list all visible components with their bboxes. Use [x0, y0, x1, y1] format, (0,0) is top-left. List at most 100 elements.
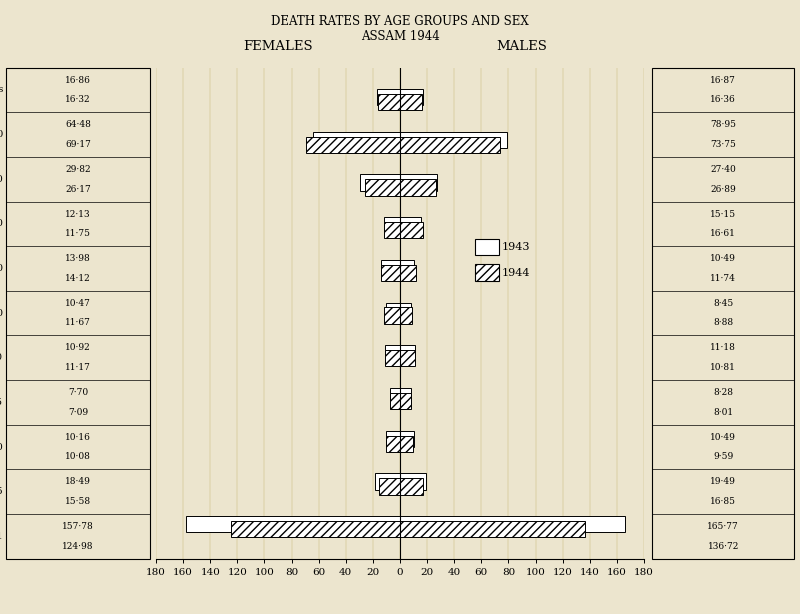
Text: 11·67: 11·67	[65, 319, 91, 327]
Text: 8·01: 8·01	[713, 408, 734, 417]
Text: 136·72: 136·72	[707, 542, 739, 551]
Text: 69·17: 69·17	[65, 140, 91, 149]
Text: 20-30: 20-30	[0, 309, 3, 317]
Text: 9·59: 9·59	[713, 453, 734, 462]
Bar	[400, 473, 426, 490]
Text: 19·49: 19·49	[710, 478, 736, 486]
Bar	[186, 516, 400, 532]
Bar	[377, 89, 400, 105]
Text: 10-15: 10-15	[0, 398, 3, 407]
Bar	[400, 222, 422, 238]
Text: 12·13: 12·13	[65, 209, 91, 219]
Text: 10·08: 10·08	[65, 453, 91, 462]
Bar	[384, 308, 400, 324]
Text: 16·85: 16·85	[710, 497, 736, 506]
Bar	[400, 217, 421, 233]
Bar	[385, 350, 400, 367]
Bar	[400, 521, 586, 537]
Text: 11·18: 11·18	[710, 343, 736, 352]
Bar	[379, 478, 400, 494]
Text: 1944: 1944	[502, 268, 530, 278]
Text: 15·15: 15·15	[710, 209, 736, 219]
Text: 0-1: 0-1	[0, 532, 3, 541]
Bar	[359, 174, 400, 191]
Bar	[390, 388, 400, 404]
Text: 7·09: 7·09	[68, 408, 88, 417]
Text: 10·92: 10·92	[65, 343, 91, 352]
Text: 10·49: 10·49	[710, 254, 736, 263]
Text: 16·61: 16·61	[710, 229, 736, 238]
Bar	[400, 431, 414, 447]
Text: 27·40: 27·40	[710, 165, 736, 174]
Text: 1943: 1943	[502, 242, 530, 252]
Text: 16·32: 16·32	[65, 95, 91, 104]
Bar	[386, 431, 400, 447]
Text: 124·98: 124·98	[62, 542, 94, 551]
Text: 157·78: 157·78	[62, 522, 94, 531]
Bar	[400, 265, 416, 281]
Text: 26·89: 26·89	[710, 184, 736, 193]
Text: 10·49: 10·49	[710, 433, 736, 442]
FancyBboxPatch shape	[474, 265, 499, 281]
Bar	[400, 435, 413, 452]
Text: 73·75: 73·75	[710, 140, 736, 149]
Text: 50-60: 50-60	[0, 174, 3, 184]
Text: Over 60: Over 60	[0, 130, 3, 139]
FancyBboxPatch shape	[474, 239, 499, 255]
Bar	[400, 303, 411, 319]
Bar	[400, 260, 414, 276]
Bar	[400, 308, 412, 324]
Text: 165·77: 165·77	[707, 522, 739, 531]
Bar	[400, 94, 422, 110]
Bar	[400, 136, 500, 153]
Text: 14·12: 14·12	[65, 274, 91, 283]
Bar	[375, 473, 400, 490]
Bar	[381, 260, 400, 276]
Text: 16·86: 16·86	[65, 76, 91, 85]
Text: 15-20: 15-20	[0, 353, 3, 362]
Bar	[400, 345, 415, 362]
Bar	[386, 435, 400, 452]
Text: DEATH RATES BY AGE GROUPS AND SEX: DEATH RATES BY AGE GROUPS AND SEX	[271, 15, 529, 28]
Bar	[383, 217, 400, 233]
Text: 11·75: 11·75	[65, 229, 91, 238]
Bar	[400, 132, 507, 148]
Text: 64·48: 64·48	[65, 120, 91, 129]
Bar	[400, 478, 423, 494]
Text: 10·16: 10·16	[65, 433, 91, 442]
Text: 7·70: 7·70	[68, 388, 88, 397]
Text: 16·87: 16·87	[710, 76, 736, 85]
Bar	[400, 388, 411, 404]
Text: 16·36: 16·36	[710, 95, 736, 104]
Bar	[378, 94, 400, 110]
Bar	[386, 303, 400, 319]
Text: 13·98: 13·98	[65, 254, 91, 263]
Bar	[313, 132, 400, 148]
Text: 8·45: 8·45	[713, 299, 734, 308]
Text: 30-40: 30-40	[0, 264, 3, 273]
Text: 10·47: 10·47	[65, 299, 91, 308]
Bar	[230, 521, 400, 537]
Text: 8·28: 8·28	[714, 388, 733, 397]
Bar	[384, 222, 400, 238]
Text: 18·49: 18·49	[65, 478, 91, 486]
Bar	[400, 516, 625, 532]
Text: 15·58: 15·58	[65, 497, 91, 506]
Text: ASSAM 1944: ASSAM 1944	[361, 30, 439, 44]
Text: 5-10: 5-10	[0, 443, 3, 452]
Text: FEMALES: FEMALES	[243, 39, 313, 53]
Bar	[400, 89, 423, 105]
Bar	[306, 136, 400, 153]
Bar	[400, 179, 437, 195]
Bar	[400, 174, 437, 191]
Text: 11·74: 11·74	[710, 274, 736, 283]
Text: 40-50: 40-50	[0, 219, 3, 228]
Text: 78·95: 78·95	[710, 120, 736, 129]
Text: 1-5: 1-5	[0, 488, 3, 496]
Text: 8·88: 8·88	[713, 319, 734, 327]
Bar	[390, 393, 400, 409]
Text: 29·82: 29·82	[65, 165, 91, 174]
Bar	[385, 345, 400, 362]
Text: 11·17: 11·17	[65, 363, 91, 372]
Bar	[400, 393, 411, 409]
